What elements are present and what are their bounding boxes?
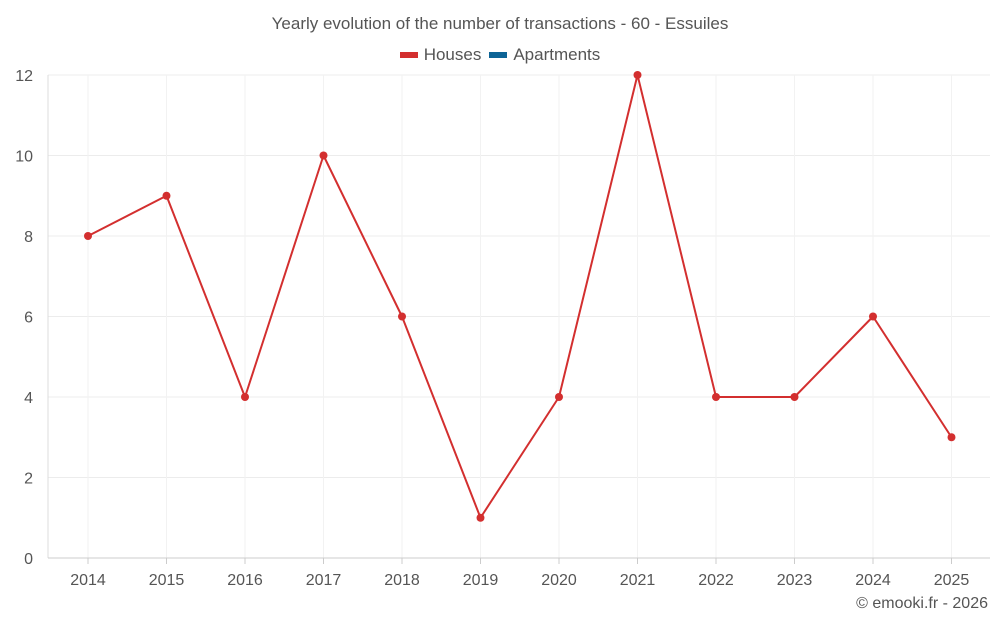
x-tick-label: 2018 <box>384 572 420 589</box>
data-point-houses[interactable] <box>790 393 799 401</box>
y-tick-label: 6 <box>24 310 33 327</box>
legend-swatch-houses <box>399 52 418 58</box>
x-tick-label: 2017 <box>306 572 342 589</box>
data-point-houses[interactable] <box>84 232 92 240</box>
data-point-houses[interactable] <box>555 393 563 401</box>
x-tick-label: 2023 <box>777 572 813 589</box>
legend-label-apartments: Apartments <box>513 45 601 64</box>
chart-title: Yearly evolution of the number of transa… <box>271 14 729 33</box>
y-tick-label: 8 <box>24 229 33 246</box>
legend-item-houses[interactable]: Houses <box>399 45 482 65</box>
x-tick-label: 2015 <box>149 572 185 589</box>
legend-label-houses: Houses <box>423 45 482 64</box>
axes <box>47 75 990 564</box>
data-point-houses[interactable] <box>162 191 171 200</box>
data-point-houses[interactable] <box>633 71 642 79</box>
data-point-houses[interactable] <box>712 393 720 401</box>
y-tick-label: 0 <box>24 551 33 568</box>
y-tick-label: 12 <box>15 68 33 85</box>
y-tick-label: 2 <box>24 471 33 488</box>
y-tick-label: 10 <box>15 149 33 166</box>
x-tick-label: 2016 <box>227 572 263 589</box>
x-tick-label: 2019 <box>463 572 499 589</box>
x-tick-label: 2021 <box>620 572 656 589</box>
data-point-houses[interactable] <box>476 513 485 522</box>
grid <box>48 74 990 559</box>
data-point-houses[interactable] <box>947 433 956 442</box>
x-tick-label: 2020 <box>541 572 577 589</box>
legend: Houses Apartments <box>0 45 1000 65</box>
legend-item-apartments[interactable]: Apartments <box>489 45 600 65</box>
legend-swatch-apartments <box>489 52 508 58</box>
series-layer <box>84 71 956 522</box>
x-tick-label: 2025 <box>934 572 970 589</box>
x-tick-label: 2014 <box>70 572 106 589</box>
series-line-houses <box>87 74 953 519</box>
data-point-houses[interactable] <box>869 312 877 321</box>
x-tick-label: 2024 <box>855 572 891 589</box>
tick-labels: 0 2 4 6 8 10 12 2014 2015 2016 2017 2018 2019 2020 202… <box>15 68 969 589</box>
data-point-houses[interactable] <box>241 393 249 401</box>
data-point-houses[interactable] <box>398 312 406 321</box>
credit-watermark: © emooki.fr - 2026 <box>856 595 988 612</box>
x-tick-label: 2022 <box>698 572 734 589</box>
y-tick-label: 4 <box>24 390 33 407</box>
data-point-houses[interactable] <box>319 151 328 160</box>
